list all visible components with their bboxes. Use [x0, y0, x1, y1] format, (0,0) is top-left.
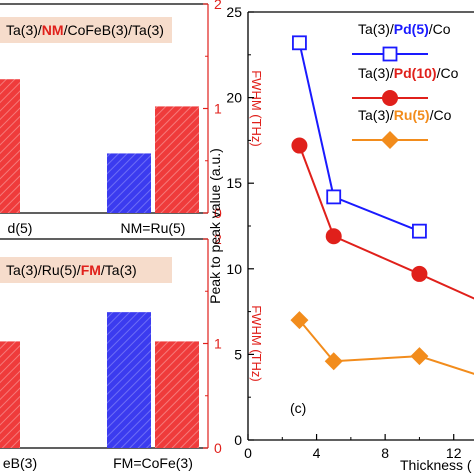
- legend-box: [0, 257, 172, 283]
- data-point-diamond: [290, 311, 309, 330]
- legend-box-text: Ta(3)/NM/CoFeB(3)/Ta(3): [6, 22, 164, 38]
- right-tick-label: 1: [214, 336, 222, 352]
- legend-entry-text-part: /Co: [437, 65, 459, 81]
- top-left-bar-panel: 0 1 2 FWHM (THz) d(5) NM=Ru(5) Ta(3)/NM/CoFeB(…: [0, 0, 264, 236]
- right-tick-label: 2: [214, 0, 222, 12]
- legend-box-text-part: /CoFeB(3)/Ta(3): [64, 22, 164, 38]
- data-point-square: [326, 189, 342, 205]
- x-tick-label: 8: [381, 445, 389, 461]
- y-tick-label: 10: [226, 261, 242, 277]
- x-tick-label: 0: [244, 445, 252, 461]
- y-tick-label: 0: [234, 432, 242, 448]
- y-tick-label: 15: [226, 175, 242, 191]
- data-point-circle: [411, 265, 428, 282]
- legend-box: [0, 17, 172, 43]
- legend-entry-text-part: Ta(3)/: [358, 65, 394, 81]
- legend-entry-text-part: Ta(3)/: [358, 21, 394, 37]
- data-point-circle: [291, 137, 308, 154]
- panel-label: (c): [290, 400, 306, 416]
- y-tick-label: 25: [226, 4, 242, 20]
- legend-box-text-part: Ta(3)/: [6, 22, 42, 38]
- x-tick-label: 12: [446, 445, 462, 461]
- bottom-left-bar-panel: 0 1 2 FWHM (THz) eB(3) FM=CoFe(3) Ta(3)/Ru(5)/…: [0, 231, 264, 471]
- x-axis-label: Thickness (: [400, 457, 472, 473]
- category-label: eB(3): [3, 455, 37, 471]
- legend-box-text-part: /Ta(3): [101, 262, 137, 278]
- series-line: [298, 319, 474, 375]
- legend-entry-text-part: /Co: [429, 21, 451, 37]
- data-point-circle: [382, 90, 398, 106]
- y-tick-label: 20: [226, 90, 242, 106]
- y-tick-label: 5: [234, 346, 242, 362]
- data-point-diamond: [381, 131, 399, 149]
- legend-entry-text: Ta(3)/Pd(10)/Co: [358, 65, 459, 81]
- data-point-diamond: [410, 347, 429, 366]
- legend-entry-text: Ta(3)/Ru(5)/Co: [358, 107, 452, 123]
- bar-red: [155, 341, 199, 448]
- legend-entry-text-part: /Co: [430, 107, 452, 123]
- legend-entry-text-part: Ru(5): [394, 107, 430, 123]
- category-label: d(5): [8, 220, 33, 236]
- series-line: [298, 145, 474, 300]
- bar-blue: [107, 312, 151, 448]
- legend-box-text-part: FM: [81, 262, 101, 278]
- right-tick-label: 1: [214, 101, 222, 117]
- bar-blue: [107, 153, 151, 213]
- legend-box-text-part: Ta(3)/Ru(5)/: [6, 262, 81, 278]
- data-point-diamond: [324, 352, 343, 371]
- legend-entry-text-part: Pd(5): [394, 21, 429, 37]
- legend-entry-text-part: Pd(10): [394, 65, 437, 81]
- right-axis-label: FWHM (THz): [249, 305, 264, 382]
- category-label: NM=Ru(5): [121, 220, 186, 236]
- legend-entry-text: Ta(3)/Pd(5)/Co: [358, 21, 451, 37]
- bar-red: [0, 79, 20, 214]
- x-tick-label: 4: [313, 445, 321, 461]
- data-point-square: [382, 46, 398, 62]
- right-tick-label: 0: [214, 205, 222, 221]
- category-label: FM=CoFe(3): [113, 455, 193, 471]
- data-point-square: [412, 223, 427, 239]
- y-axis-label: Peak to peak value (a.u.): [207, 148, 223, 304]
- right-axis-label: FWHM (THz): [249, 70, 264, 147]
- bar-red: [155, 106, 199, 213]
- right-tick-label: 2: [214, 231, 222, 247]
- legend-box-text: Ta(3)/Ru(5)/FM/Ta(3): [6, 262, 137, 278]
- bar-red: [0, 341, 20, 448]
- data-point-circle: [325, 228, 342, 245]
- legend-box-text-part: NM: [42, 22, 64, 38]
- legend-entry-text-part: Ta(3)/: [358, 107, 394, 123]
- data-point-square: [292, 35, 307, 51]
- right-tick-label: 0: [214, 440, 222, 456]
